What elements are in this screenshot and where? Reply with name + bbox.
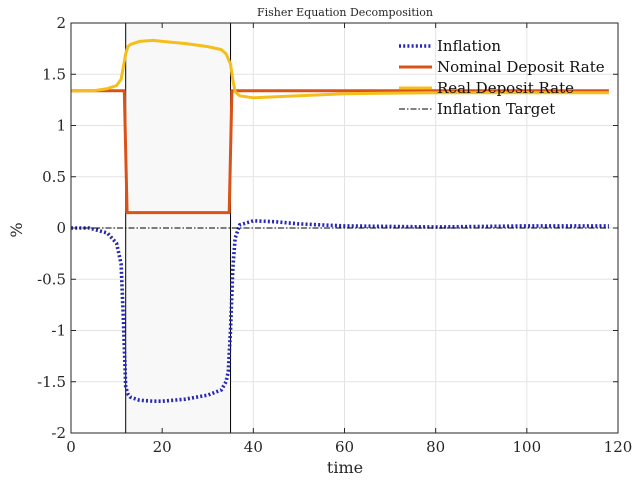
- legend-entry-label: Nominal Deposit Rate: [437, 58, 605, 76]
- y-tick-label: -0.5: [37, 270, 66, 288]
- series-line-nominal-deposit-rate: [71, 89, 609, 215]
- y-tick-label: -2: [51, 424, 66, 442]
- y-tick-label: 1: [56, 117, 66, 135]
- series-lines: [71, 38, 609, 404]
- y-tick-label: 0: [56, 219, 66, 237]
- legend-entry-label: Inflation Target: [437, 100, 555, 118]
- y-tick-label: 0.5: [42, 168, 66, 186]
- x-tick-label: 40: [244, 438, 263, 456]
- x-tick-label: 20: [153, 438, 172, 456]
- chart-title: Fisher Equation Decomposition: [257, 6, 433, 19]
- y-tick-label: 2: [56, 14, 66, 32]
- y-tick-label: -1.5: [37, 373, 66, 391]
- tick-labels: 0 20 40 60 80 100 120 -2 -1.5 -1 -0.5 0 0.5 1 1.5 2: [37, 14, 632, 456]
- x-tick-label: 100: [513, 438, 542, 456]
- x-tick-label: 80: [426, 438, 445, 456]
- legend-entry-label: Inflation: [437, 37, 501, 55]
- legend-entry-label: Real Deposit Rate: [437, 79, 574, 97]
- axes-frame: [70, 22, 619, 434]
- y-axis-label: %: [7, 222, 26, 237]
- series-line-real-deposit-rate: [71, 38, 609, 100]
- y-tick-label: -1: [51, 322, 66, 340]
- x-tick-label: 0: [66, 438, 76, 456]
- x-tick-label: 120: [604, 438, 633, 456]
- x-axis-label: time: [327, 458, 363, 477]
- y-tick-label: 1.5: [42, 65, 66, 83]
- x-tick-label: 60: [335, 438, 354, 456]
- legend: Inflation Nominal Deposit Rate Real Deposi…: [399, 37, 605, 118]
